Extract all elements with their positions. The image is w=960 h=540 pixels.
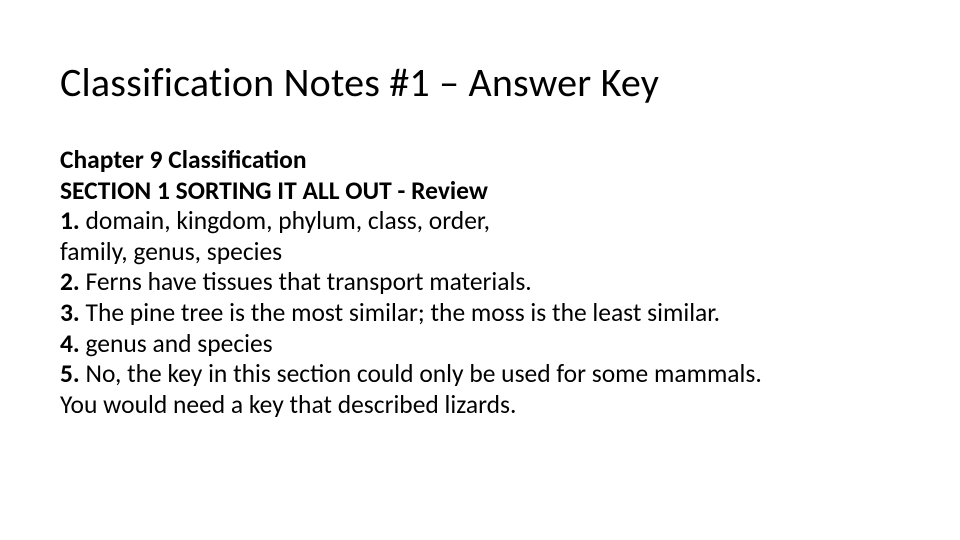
answer-item: 2. Ferns have tissues that transport mat… bbox=[60, 267, 900, 298]
item-text: You would need a key that described liza… bbox=[60, 389, 516, 420]
item-text: genus and species bbox=[80, 328, 273, 359]
item-number: 5. bbox=[60, 358, 80, 389]
item-text: The pine tree is the most similar; the m… bbox=[80, 297, 720, 328]
item-text: Ferns have tissues that transport materi… bbox=[80, 266, 532, 297]
item-text: family, genus, species bbox=[60, 236, 282, 267]
answer-item: 3. The pine tree is the most similar; th… bbox=[60, 298, 900, 329]
item-text: domain, kingdom, phylum, class, order, bbox=[80, 205, 490, 236]
item-number: 4. bbox=[60, 328, 80, 359]
answer-item: 5. No, the key in this section could onl… bbox=[60, 359, 900, 390]
item-number: 2. bbox=[60, 266, 80, 297]
item-number: 3. bbox=[60, 297, 80, 328]
item-text: No, the key in this section could only b… bbox=[80, 358, 762, 389]
answer-item: 1. domain, kingdom, phylum, class, order… bbox=[60, 206, 900, 237]
page-title: Classification Notes #1 – Answer Key bbox=[60, 58, 900, 107]
section-heading: SECTION 1 SORTING IT ALL OUT - Review bbox=[60, 176, 900, 207]
content-body: Chapter 9 Classification SECTION 1 SORTI… bbox=[60, 145, 900, 420]
answer-item-continued: family, genus, species bbox=[60, 237, 900, 268]
answer-item-continued: You would need a key that described liza… bbox=[60, 390, 900, 421]
answer-item: 4. genus and species bbox=[60, 329, 900, 360]
item-number: 1. bbox=[60, 205, 80, 236]
chapter-heading: Chapter 9 Classification bbox=[60, 145, 900, 176]
